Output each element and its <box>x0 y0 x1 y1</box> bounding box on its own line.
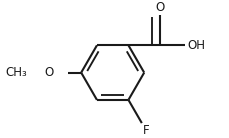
Text: O: O <box>155 1 164 14</box>
Text: F: F <box>142 124 148 137</box>
Text: CH₃: CH₃ <box>5 66 27 79</box>
Text: OH: OH <box>186 39 204 52</box>
Text: O: O <box>44 66 54 79</box>
